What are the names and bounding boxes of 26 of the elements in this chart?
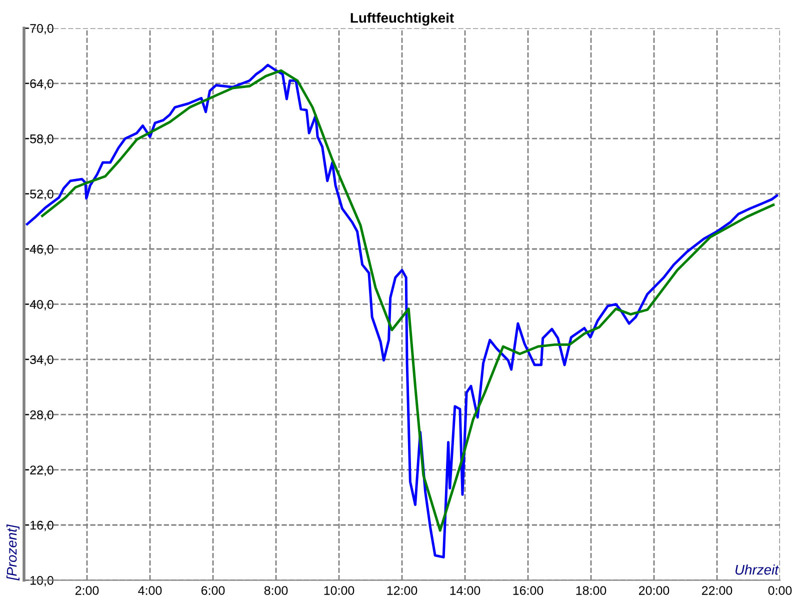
x-tick-label: 14:00 — [450, 586, 480, 595]
x-tick-label: 12:00 — [387, 586, 418, 595]
y-tick-label: 46,0 — [30, 244, 54, 256]
y-tick-label: 70,0 — [30, 24, 54, 34]
x-tick-label: 2:00 — [75, 586, 99, 595]
x-tick-label: 16:00 — [513, 586, 544, 595]
y-tick-label: 16,0 — [30, 520, 54, 532]
x-tick-label: 10:00 — [324, 586, 354, 595]
y-tick-label: 10,0 — [30, 576, 54, 586]
y-tick-label: 34,0 — [30, 355, 54, 366]
y-tick-label: 22,0 — [30, 466, 54, 476]
x-tick-label: 22:00 — [702, 586, 732, 595]
x-tick-label: 0:00 — [768, 586, 792, 595]
y-tick-label: 28,0 — [30, 410, 54, 421]
x-tick-label: 20:00 — [638, 586, 670, 595]
x-tick-label: 6:00 — [201, 586, 225, 595]
x-axis-title: Uhrzeit — [736, 564, 779, 575]
x-tick-label: 8:00 — [264, 586, 288, 595]
y-tick-label: 64,0 — [30, 79, 54, 90]
y-tick-label: 52,0 — [30, 190, 54, 200]
y-axis-title: [Prozent] — [6, 524, 20, 580]
y-tick-label: 40,0 — [30, 300, 54, 310]
chart-title: Luftfeuchtigkeit — [350, 12, 454, 26]
x-tick-label: 18:00 — [576, 586, 606, 595]
y-tick-label: 58,0 — [30, 134, 54, 145]
x-tick-label: 4:00 — [138, 586, 162, 595]
